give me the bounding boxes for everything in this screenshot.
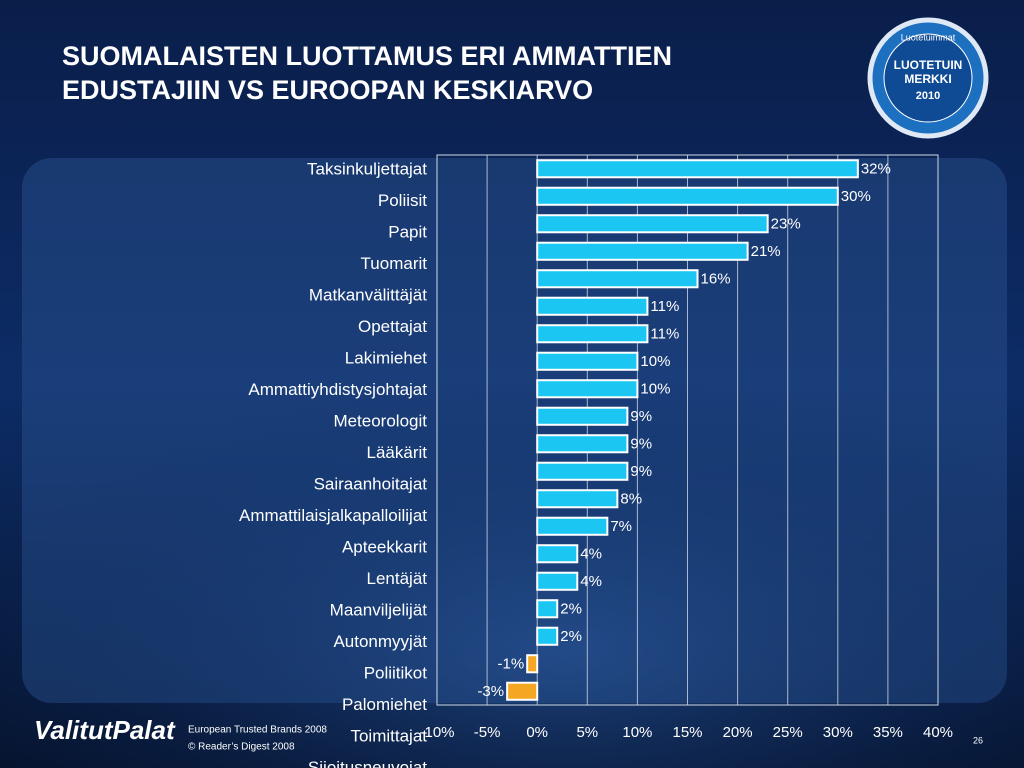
value-label: 16%	[701, 271, 731, 288]
bar	[536, 159, 859, 179]
value-label: 10%	[640, 381, 670, 398]
value-label: 2%	[560, 628, 582, 645]
value-label: 7%	[610, 518, 632, 535]
value-label: 32%	[861, 161, 891, 178]
value-label: -3%	[477, 683, 504, 700]
page-number: 26	[973, 735, 983, 745]
x-tick-label: 5%	[576, 724, 598, 741]
y-tick-label: Lakimiehet	[345, 348, 427, 367]
y-tick-label: Toimittajat	[350, 726, 427, 745]
bar	[536, 296, 649, 316]
y-tick-label: Maanviljelijät	[330, 600, 428, 619]
y-tick-label: Tuomarit	[361, 254, 428, 273]
bar	[536, 571, 579, 591]
bar	[536, 544, 579, 564]
y-tick-label: Poliitikot	[364, 663, 428, 682]
y-tick-label: Apteekkarit	[342, 537, 427, 556]
y-tick-label: Lentäjät	[367, 569, 428, 588]
chart-title: SUOMALAISTEN LUOTTAMUS ERI AMMATTIEN EDUS…	[62, 41, 672, 105]
value-label: 8%	[620, 491, 642, 508]
value-label: 11%	[650, 326, 679, 343]
x-tick-label: 15%	[672, 724, 702, 741]
bar	[536, 406, 629, 426]
bar	[536, 489, 619, 509]
bar	[536, 626, 559, 646]
badge: Luotetuimmat LUOTETUIN MERKKI 2010	[867, 17, 989, 139]
value-label: 30%	[841, 188, 871, 205]
bar	[536, 269, 699, 289]
y-tick-label: Palomiehet	[342, 695, 427, 714]
y-tick-label: Taksinkuljettajat	[307, 159, 427, 178]
value-label: 4%	[580, 573, 602, 590]
bar	[536, 379, 639, 399]
y-tick-label: Papit	[388, 222, 427, 241]
value-label: 10%	[640, 353, 670, 370]
y-tick-label: Matkanvälittäjät	[309, 285, 427, 304]
bar	[526, 654, 539, 674]
y-tick-label: Sijoitusneuvojat	[308, 758, 427, 768]
bar	[506, 681, 539, 701]
y-tick-label: Lääkärit	[367, 443, 428, 462]
y-tick-label: Ammattiyhdistysjohtajat	[248, 380, 427, 399]
y-tick-label: Sairaanhoitajat	[314, 474, 428, 493]
value-label: 4%	[580, 546, 602, 563]
badge-text: MERKKI	[904, 72, 951, 86]
x-tick-label: 25%	[773, 724, 803, 741]
value-label: 9%	[630, 463, 652, 480]
badge-text: LUOTETUIN	[894, 58, 963, 72]
value-label: -1%	[497, 656, 524, 673]
bar	[536, 461, 629, 481]
x-tick-label: -5%	[474, 724, 501, 741]
x-tick-label: 35%	[873, 724, 903, 741]
value-label: 9%	[630, 408, 652, 425]
value-label: 11%	[650, 298, 679, 315]
y-tick-label: Poliisit	[378, 191, 427, 210]
y-tick-label: Ammattilaisjalkapalloilijat	[239, 506, 427, 525]
bar	[536, 214, 769, 234]
copyright: © Reader’s Digest 2008	[188, 742, 295, 753]
x-tick-label: 30%	[823, 724, 853, 741]
x-tick-label: -10%	[419, 724, 454, 741]
logo: ValitutPalat	[34, 715, 176, 745]
value-label: 9%	[630, 436, 652, 453]
bar	[536, 599, 559, 619]
x-tick-label: 0%	[526, 724, 548, 741]
y-tick-label: Opettajat	[358, 317, 427, 336]
y-tick-label: Autonmyyjät	[333, 632, 427, 651]
source: European Trusted Brands 2008	[188, 725, 327, 736]
x-tick-label: 10%	[622, 724, 652, 741]
badge-text: 2010	[916, 90, 940, 102]
x-tick-label: 20%	[723, 724, 753, 741]
x-tick-label: 40%	[923, 724, 953, 741]
bar	[536, 516, 609, 536]
y-tick-label: Meteorologit	[333, 411, 427, 430]
bar	[536, 186, 839, 206]
value-label: 21%	[751, 243, 781, 260]
bar	[536, 351, 639, 371]
value-label: 23%	[771, 216, 801, 233]
bar	[536, 241, 749, 261]
bar	[536, 324, 649, 344]
bar	[536, 434, 629, 454]
value-label: 2%	[560, 601, 582, 618]
badge-text: Luotetuimmat	[901, 32, 956, 42]
